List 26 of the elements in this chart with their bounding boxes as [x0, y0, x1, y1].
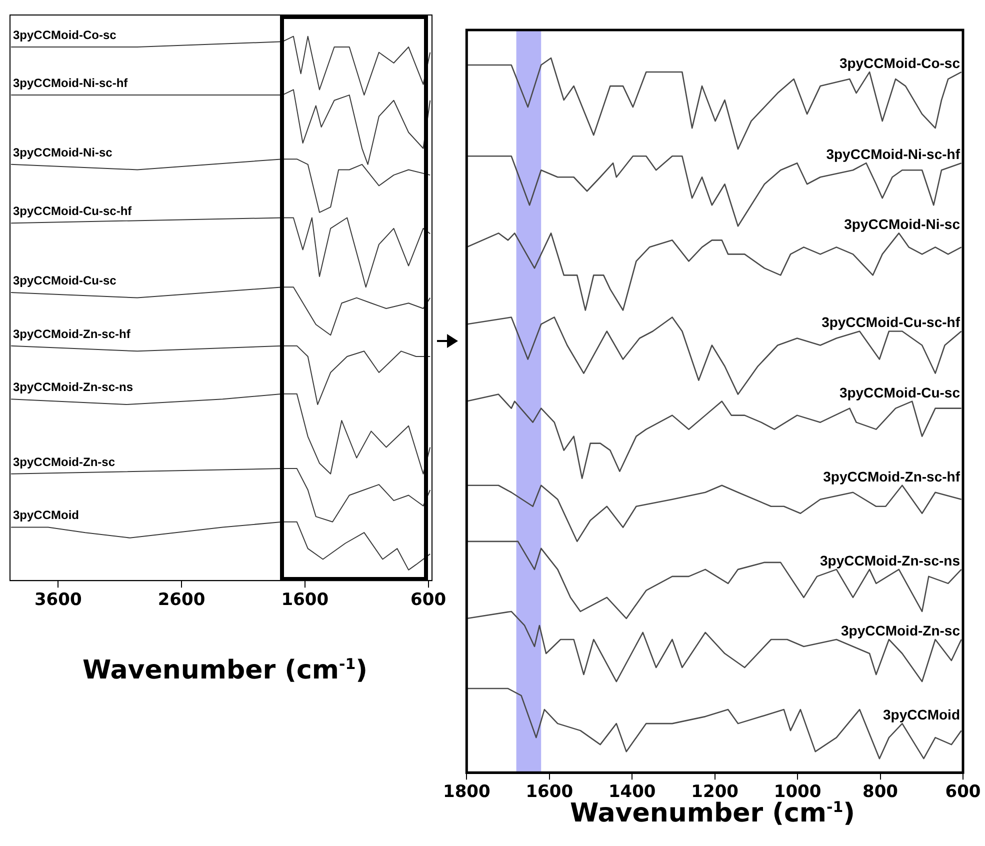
series-label: 3pyCCMoid-Co-sc	[839, 55, 960, 72]
series-label: 3pyCCMoid-Ni-sc	[844, 216, 960, 232]
series-label: 3pyCCMoid-Ni-sc-hf	[13, 76, 129, 90]
series-label: 3pyCCMoid-Zn-sc	[13, 454, 116, 469]
series-label: 3pyCCMoid-Zn-sc-ns	[820, 552, 960, 568]
x-tick-label: 600	[945, 782, 981, 802]
x-axis-title: Wavenumber (cm$^{-1}$)	[81, 655, 369, 686]
series-label: 3pyCCMoid	[883, 706, 960, 723]
series-label: 3pyCCMoid-Cu-sc	[839, 384, 960, 400]
x-tick-label: 2600	[158, 590, 206, 610]
x-tick-label: 1800	[442, 782, 490, 802]
series-label: 3pyCCMoid-Cu-sc	[13, 273, 117, 288]
series-label: 3pyCCMoid-Zn-sc-ns	[13, 380, 134, 394]
series-label: 3pyCCMoid-Cu-sc-hf	[822, 314, 960, 330]
series-label: 3pyCCMoid-Ni-sc-hf	[826, 146, 960, 162]
x-tick-label: 800	[862, 782, 898, 802]
series-label: 3pyCCMoid-Cu-sc-hf	[13, 204, 133, 218]
series-label: 3pyCCMoid-Ni-sc	[13, 145, 113, 160]
x-tick-label: 3600	[34, 590, 82, 610]
series-label: 3pyCCMoid	[13, 508, 79, 522]
x-tick-label: 600	[410, 590, 446, 610]
series-label: 3pyCCMoid-Zn-sc-hf	[13, 326, 132, 341]
series-label: 3pyCCMoid-Zn-sc-hf	[823, 468, 960, 484]
series-label: 3pyCCMoid-Zn-sc	[841, 622, 960, 638]
x-tick-label: 1600	[281, 590, 329, 610]
series-label: 3pyCCMoid-Co-sc	[13, 28, 117, 42]
